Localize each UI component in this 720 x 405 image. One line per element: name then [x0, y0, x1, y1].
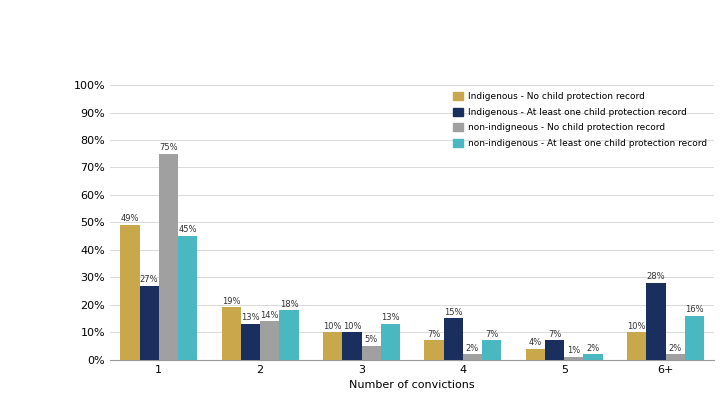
Text: 2%: 2% — [669, 343, 682, 352]
Text: 18%: 18% — [280, 300, 298, 309]
Circle shape — [53, 7, 60, 13]
Bar — [482, 341, 501, 360]
Text: Northern
Territory
Government: Northern Territory Government — [19, 55, 70, 87]
Bar — [323, 332, 342, 360]
Bar — [564, 357, 583, 360]
Bar — [120, 225, 140, 360]
Bar — [361, 346, 381, 360]
Bar — [260, 321, 279, 360]
Text: 13%: 13% — [241, 313, 260, 322]
Text: 10%: 10% — [627, 322, 646, 330]
Bar — [178, 236, 197, 360]
Text: 19%: 19% — [222, 297, 240, 306]
Bar — [526, 349, 545, 360]
Text: Proportion of Repeat Convictions by Indigenous Status:: Proportion of Repeat Convictions by Indi… — [122, 23, 644, 40]
Text: 28%: 28% — [647, 272, 665, 281]
Bar — [424, 341, 444, 360]
Bar — [627, 332, 647, 360]
Text: 5%: 5% — [364, 335, 378, 344]
Bar — [241, 324, 260, 360]
Bar — [444, 318, 463, 360]
Text: 13%: 13% — [381, 313, 400, 322]
Text: All Offences Except Traffic Related (ANZSOC Division 14): All Offences Except Traffic Related (ANZ… — [122, 53, 654, 70]
Text: 15%: 15% — [444, 308, 462, 317]
Text: 7%: 7% — [485, 330, 498, 339]
Text: 45%: 45% — [179, 226, 197, 234]
Circle shape — [53, 37, 60, 43]
Text: 2%: 2% — [466, 343, 479, 352]
Bar — [140, 286, 159, 360]
Text: 2%: 2% — [587, 343, 600, 352]
Circle shape — [64, 22, 73, 28]
Text: DEPARTMENT OF THE ATTORNEY-GENERAL AND JUSTICE: DEPARTMENT OF THE ATTORNEY-GENERAL AND J… — [13, 380, 382, 393]
Circle shape — [29, 7, 37, 13]
Bar — [685, 316, 704, 360]
Bar — [545, 341, 564, 360]
Bar — [222, 307, 241, 360]
Circle shape — [17, 22, 26, 28]
Bar — [665, 354, 685, 360]
Legend: Indigenous - No child protection record, Indigenous - At least one child protect: Indigenous - No child protection record,… — [450, 90, 710, 151]
Text: 10%: 10% — [323, 322, 342, 330]
Bar — [647, 283, 665, 360]
Text: 75%: 75% — [159, 143, 178, 152]
Text: 7%: 7% — [427, 330, 441, 339]
Text: 10%: 10% — [343, 322, 361, 330]
Circle shape — [38, 21, 51, 30]
Bar — [381, 324, 400, 360]
Bar — [279, 310, 299, 360]
Circle shape — [29, 37, 37, 43]
Bar — [463, 354, 482, 360]
Bar — [583, 354, 603, 360]
Text: 27%: 27% — [140, 275, 158, 284]
Text: 49%: 49% — [121, 214, 139, 224]
Text: 4%: 4% — [528, 338, 542, 347]
X-axis label: Number of convictions: Number of convictions — [349, 380, 475, 390]
Text: 1%: 1% — [567, 346, 580, 355]
Text: 7%: 7% — [548, 330, 562, 339]
Bar — [342, 332, 361, 360]
Text: 14%: 14% — [261, 311, 279, 320]
Bar — [159, 153, 178, 360]
Text: 16%: 16% — [685, 305, 703, 314]
